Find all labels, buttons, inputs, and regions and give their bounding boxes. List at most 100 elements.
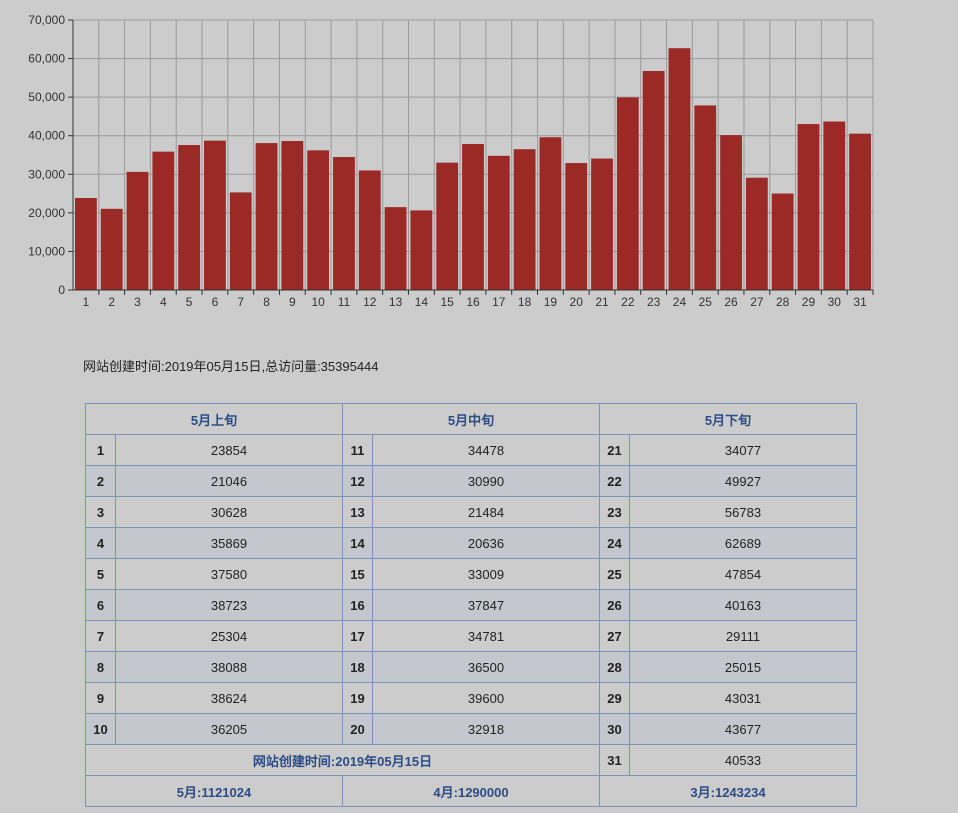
bar-day-23 <box>642 70 665 290</box>
value-cell: 47854 <box>629 558 857 590</box>
value-cell: 37847 <box>372 589 600 621</box>
x-tick-label: 7 <box>237 295 244 309</box>
bar-day-7 <box>229 192 252 290</box>
bar-day-11 <box>333 157 355 290</box>
day-cell: 15 <box>342 558 373 590</box>
monthly-totals-row: 5月:1121024 4月:1290000 3月:1243234 <box>85 775 857 807</box>
value-cell: 49927 <box>629 465 857 497</box>
y-tick-label: 20,000 <box>28 206 65 220</box>
bar-day-27 <box>745 177 768 290</box>
day-cell: 19 <box>342 682 373 714</box>
header-mid-may: 5月中旬 <box>342 403 600 435</box>
bar-day-1 <box>75 197 97 290</box>
bar-day-18 <box>513 149 536 290</box>
table-row: 9 38624 19 39600 29 43031 <box>85 682 857 714</box>
value-cell: 23854 <box>115 434 343 466</box>
header-late-may: 5月下旬 <box>599 403 857 435</box>
x-tick-label: 4 <box>160 295 167 309</box>
day-cell: 11 <box>342 434 373 466</box>
x-tick-label: 21 <box>595 295 609 309</box>
day-cell: 23 <box>599 496 630 528</box>
x-tick-label: 22 <box>621 295 635 309</box>
bar-day-20 <box>565 163 588 290</box>
daily-visits-table: 5月上旬 5月中旬 5月下旬 1 23854 11 34478 21 34077 2 2104… <box>85 403 857 807</box>
day-cell: 1 <box>85 434 116 466</box>
bar-day-21 <box>591 158 613 290</box>
bar-day-14 <box>410 210 433 290</box>
table-row: 3 30628 13 21484 23 56783 <box>85 496 857 528</box>
x-tick-label: 6 <box>212 295 219 309</box>
day-cell: 31 <box>599 744 630 776</box>
value-cell: 35869 <box>115 527 343 559</box>
value-cell: 32918 <box>372 713 600 745</box>
day-cell: 7 <box>85 620 116 652</box>
table-row: 6 38723 16 37847 26 40163 <box>85 589 857 621</box>
bar-day-12 <box>358 170 381 290</box>
value-cell: 43677 <box>629 713 857 745</box>
x-tick-label: 14 <box>415 295 429 309</box>
value-cell: 33009 <box>372 558 600 590</box>
x-tick-label: 27 <box>750 295 764 309</box>
visits-bar-chart: 0 10,000 20,000 30,000 40,000 50,000 60,000 70,… <box>28 13 874 309</box>
x-tick-label: 29 <box>802 295 816 309</box>
value-cell: 43031 <box>629 682 857 714</box>
bar-day-30 <box>823 121 846 290</box>
day-cell: 6 <box>85 589 116 621</box>
value-cell: 37580 <box>115 558 343 590</box>
bar-day-17 <box>487 155 510 290</box>
day-cell: 30 <box>599 713 630 745</box>
day-cell: 21 <box>599 434 630 466</box>
bar-day-5 <box>178 145 201 290</box>
value-cell: 29111 <box>629 620 857 652</box>
x-tick-label: 20 <box>570 295 584 309</box>
x-tick-label: 15 <box>441 295 455 309</box>
total-april: 4月:1290000 <box>342 775 600 807</box>
value-cell: 40533 <box>629 744 857 776</box>
value-cell: 25304 <box>115 620 343 652</box>
day-cell: 25 <box>599 558 630 590</box>
bar-day-16 <box>462 144 484 290</box>
bar-day-2 <box>100 208 123 290</box>
day-cell: 27 <box>599 620 630 652</box>
day-cell: 12 <box>342 465 373 497</box>
x-tick-label: 31 <box>853 295 867 309</box>
day-cell: 8 <box>85 651 116 683</box>
table-body: 1 23854 11 34478 21 34077 2 21046 12 30990 22 49927… <box>85 434 857 745</box>
value-cell: 39600 <box>372 682 600 714</box>
value-cell: 40163 <box>629 589 857 621</box>
bar-day-9 <box>281 141 304 290</box>
day-cell: 14 <box>342 527 373 559</box>
bar-day-10 <box>307 150 330 290</box>
table-row: 1 23854 11 34478 21 34077 <box>85 434 857 466</box>
bar-day-4 <box>152 151 175 290</box>
y-tick-label: 40,000 <box>28 129 65 143</box>
x-tick-label: 11 <box>338 295 351 309</box>
value-cell: 20636 <box>372 527 600 559</box>
day-cell: 17 <box>342 620 373 652</box>
value-cell: 25015 <box>629 651 857 683</box>
day-cell: 20 <box>342 713 373 745</box>
table-row: 8 38088 18 36500 28 25015 <box>85 651 857 683</box>
x-tick-label: 3 <box>134 295 141 309</box>
creation-note: 网站创建时间:2019年05月15日 <box>85 744 600 776</box>
day-cell: 28 <box>599 651 630 683</box>
y-tick-label: 30,000 <box>28 167 65 181</box>
bar-day-22 <box>616 97 639 290</box>
day-cell: 10 <box>85 713 116 745</box>
value-cell: 36500 <box>372 651 600 683</box>
y-tick-label: 50,000 <box>28 90 65 104</box>
value-cell: 21046 <box>115 465 343 497</box>
x-tick-label: 23 <box>647 295 661 309</box>
x-tick-label: 9 <box>289 295 296 309</box>
value-cell: 38624 <box>115 682 343 714</box>
table-row: 4 35869 14 20636 24 62689 <box>85 527 857 559</box>
day-cell: 26 <box>599 589 630 621</box>
x-tick-label: 30 <box>828 295 842 309</box>
table-row: 2 21046 12 30990 22 49927 <box>85 465 857 497</box>
y-tick-label: 60,000 <box>28 52 65 66</box>
value-cell: 30628 <box>115 496 343 528</box>
value-cell: 36205 <box>115 713 343 745</box>
x-tick-label: 26 <box>724 295 738 309</box>
day-cell: 29 <box>599 682 630 714</box>
day-cell: 3 <box>85 496 116 528</box>
